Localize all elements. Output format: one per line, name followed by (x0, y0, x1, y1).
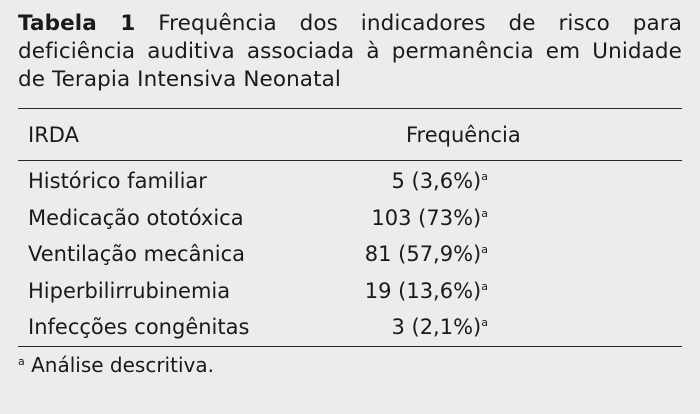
table-header-row: IRDA Frequência (18, 109, 682, 161)
row-indicator: Medicação ototóxica (28, 205, 244, 230)
row-indicator: Ventilação mecânica (28, 242, 246, 267)
row-frequency-cell: 5 (3,6%)a (358, 161, 682, 200)
footnote-marker: a (18, 354, 25, 368)
row-footnote-marker: a (481, 279, 488, 293)
row-frequency: 81 (57,9%) (364, 242, 482, 267)
risk-indicator-table: IRDA Frequência Histórico familiar 5 (3,… (18, 109, 682, 347)
row-frequency: 103 (73%) (371, 205, 482, 230)
row-indicator: Infecções congênitas (28, 315, 250, 340)
row-frequency: 5 (3,6%) (391, 169, 482, 194)
row-frequency: 3 (2,1%) (391, 315, 482, 340)
row-indicator: Histórico familiar (28, 169, 207, 194)
table-caption-label: Tabela 1 (18, 11, 136, 36)
column-header-frequency: Frequência (406, 122, 521, 147)
table-row: Histórico familiar 5 (3,6%)a (18, 161, 682, 200)
row-frequency-cell: 3 (2,1%)a (358, 309, 682, 346)
row-frequency-cell: 19 (13,6%)a (358, 273, 682, 310)
row-footnote-marker: a (481, 206, 488, 220)
table-row: Medicação ototóxica 103 (73%)a (18, 200, 682, 237)
table-row: Infecções congênitas 3 (2,1%)a (18, 309, 682, 346)
table-caption-text: Frequência dos indicadores de risco para… (18, 11, 683, 92)
table-row: Ventilação mecânica 81 (57,9%)a (18, 236, 682, 273)
row-footnote-marker: a (481, 243, 488, 257)
table-top-rule (18, 108, 682, 109)
row-indicator: Hiperbilirrubinemia (28, 278, 231, 303)
table-row: Hiperbilirrubinemia 19 (13,6%)a (18, 273, 682, 310)
table-caption: Tabela 1 Frequência dos indicadores de r… (18, 10, 682, 94)
column-header-irda: IRDA (28, 122, 79, 147)
row-footnote-marker: a (481, 316, 488, 330)
row-frequency: 19 (13,6%) (364, 278, 482, 303)
row-footnote-marker: a (481, 170, 488, 184)
row-frequency-cell: 103 (73%)a (358, 200, 682, 237)
table-container: Tabela 1 Frequência dos indicadores de r… (18, 10, 682, 377)
row-frequency-cell: 81 (57,9%)a (358, 236, 682, 273)
table-footnote: a Análise descritiva. (18, 353, 682, 377)
footnote-text: Análise descritiva. (31, 352, 214, 377)
